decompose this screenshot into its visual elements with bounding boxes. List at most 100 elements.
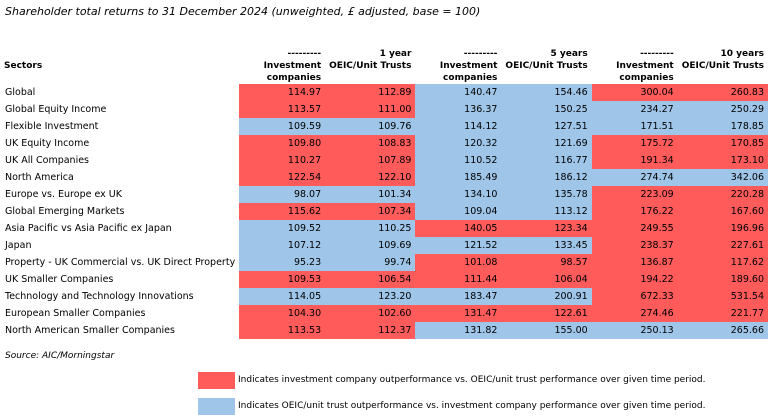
value-cell: 107.89 [325,152,416,169]
value-cell: 260.83 [677,84,768,101]
header-sectors: Sectors [4,61,43,71]
sector-cell: UK Equity Income [5,138,90,149]
table-row: European Smaller Companies 104.30 102.60 13… [0,305,768,322]
table-row: Property - UK Commercial vs. UK Direct P… [0,254,768,271]
value-cell: 123.34 [501,220,592,237]
value-cell: 183.47 [415,288,502,305]
table-title: Shareholder total returns to 31 December… [5,5,481,18]
value-cell: 150.25 [501,101,592,118]
table-row: Japan 107.12 109.69 121.52 133.45 238.37 227.6… [0,237,768,254]
value-cell: 300.04 [591,84,678,101]
value-cell: 136.87 [591,254,678,271]
value-cell: 221.77 [677,305,768,322]
value-cell: 196.96 [677,220,768,237]
header-1y-ic: --------- Investment companies [263,49,322,83]
value-cell: 95.23 [239,254,326,271]
value-cell: 99.74 [325,254,416,271]
value-cell: 111.00 [325,101,416,118]
value-cell: 155.00 [501,322,592,339]
sector-cell: UK Smaller Companies [5,274,114,285]
sector-cell: Japan [5,240,32,251]
value-cell: 134.10 [415,186,502,203]
value-cell: 113.57 [239,101,326,118]
value-cell: 108.83 [325,135,416,152]
value-cell: 122.54 [239,169,326,186]
value-cell: 113.53 [239,322,326,339]
value-cell: 109.69 [325,237,416,254]
value-cell: 133.45 [501,237,592,254]
value-cell: 122.10 [325,169,416,186]
value-cell: 106.04 [501,271,592,288]
value-cell: 101.08 [415,254,502,271]
value-cell: 111.44 [415,271,502,288]
sector-cell: Global Equity Income [5,104,107,115]
header-5y-ic: --------- Investment companies [439,49,498,83]
value-cell: 131.82 [415,322,502,339]
legend-red-swatch [198,372,235,389]
header-10y-oeic: 10 years OEIC/Unit Trusts [681,49,764,71]
sector-cell: European Smaller Companies [5,308,146,319]
value-cell: 265.66 [677,322,768,339]
sector-cell: Flexible Investment [5,121,99,132]
value-cell: 110.25 [325,220,416,237]
value-cell: 123.20 [325,288,416,305]
sector-cell: North American Smaller Companies [5,325,175,336]
value-cell: 122.61 [501,305,592,322]
value-cell: 109.80 [239,135,326,152]
sector-cell: Technology and Technology Innovations [5,291,194,302]
value-cell: 107.12 [239,237,326,254]
table-row: Europe vs. Europe ex UK 98.07 101.34 134.10… [0,186,768,203]
value-cell: 131.47 [415,305,502,322]
value-cell: 220.28 [677,186,768,203]
table-row: Technology and Technology Innovations 114… [0,288,768,305]
table-row: Flexible Investment 109.59 109.76 114.12 127… [0,118,768,135]
table-row: UK Equity Income 109.80 108.83 120.32 121.69… [0,135,768,152]
value-cell: 167.60 [677,203,768,220]
value-cell: 227.61 [677,237,768,254]
sector-cell: UK All Companies [5,155,90,166]
value-cell: 672.33 [591,288,678,305]
value-cell: 107.34 [325,203,416,220]
value-cell: 170.85 [677,135,768,152]
value-cell: 186.12 [501,169,592,186]
header-10y-ic: --------- Investment companies [616,49,674,83]
value-cell: 154.46 [501,84,592,101]
value-cell: 114.97 [239,84,326,101]
sector-cell: Property - UK Commercial vs. UK Direct P… [5,257,236,268]
value-cell: 114.05 [239,288,326,305]
value-cell: 531.54 [677,288,768,305]
value-cell: 112.89 [325,84,416,101]
sector-cell: Global Emerging Markets [5,206,125,217]
value-cell: 250.13 [591,322,678,339]
header-1y-oeic: 1 year OEIC/Unit Trusts [329,49,412,71]
table-row: Asia Pacific vs Asia Pacific ex Japan 109… [0,220,768,237]
table-row: UK Smaller Companies 109.53 106.54 111.44 10… [0,271,768,288]
value-cell: 135.78 [501,186,592,203]
value-cell: 175.72 [591,135,678,152]
value-cell: 101.34 [325,186,416,203]
value-cell: 109.59 [239,118,326,135]
legend-blue-swatch [198,398,235,415]
value-cell: 223.09 [591,186,678,203]
legend-blue-text: Indicates OEIC/unit trust outperformance… [238,401,706,411]
value-cell: 112.37 [325,322,416,339]
value-cell: 113.12 [501,203,592,220]
value-cell: 173.10 [677,152,768,169]
value-cell: 104.30 [239,305,326,322]
value-cell: 189.60 [677,271,768,288]
value-cell: 274.74 [591,169,678,186]
value-cell: 110.52 [415,152,502,169]
value-cell: 115.62 [239,203,326,220]
value-cell: 136.37 [415,101,502,118]
value-cell: 98.07 [239,186,326,203]
value-cell: 250.29 [677,101,768,118]
value-cell: 249.55 [591,220,678,237]
value-cell: 109.04 [415,203,502,220]
value-cell: 274.46 [591,305,678,322]
source-note: Source: AIC/Morningstar [5,351,115,361]
sector-cell: North America [5,172,74,183]
value-cell: 234.27 [591,101,678,118]
value-cell: 176.22 [591,203,678,220]
value-cell: 121.69 [501,135,592,152]
value-cell: 191.34 [591,152,678,169]
